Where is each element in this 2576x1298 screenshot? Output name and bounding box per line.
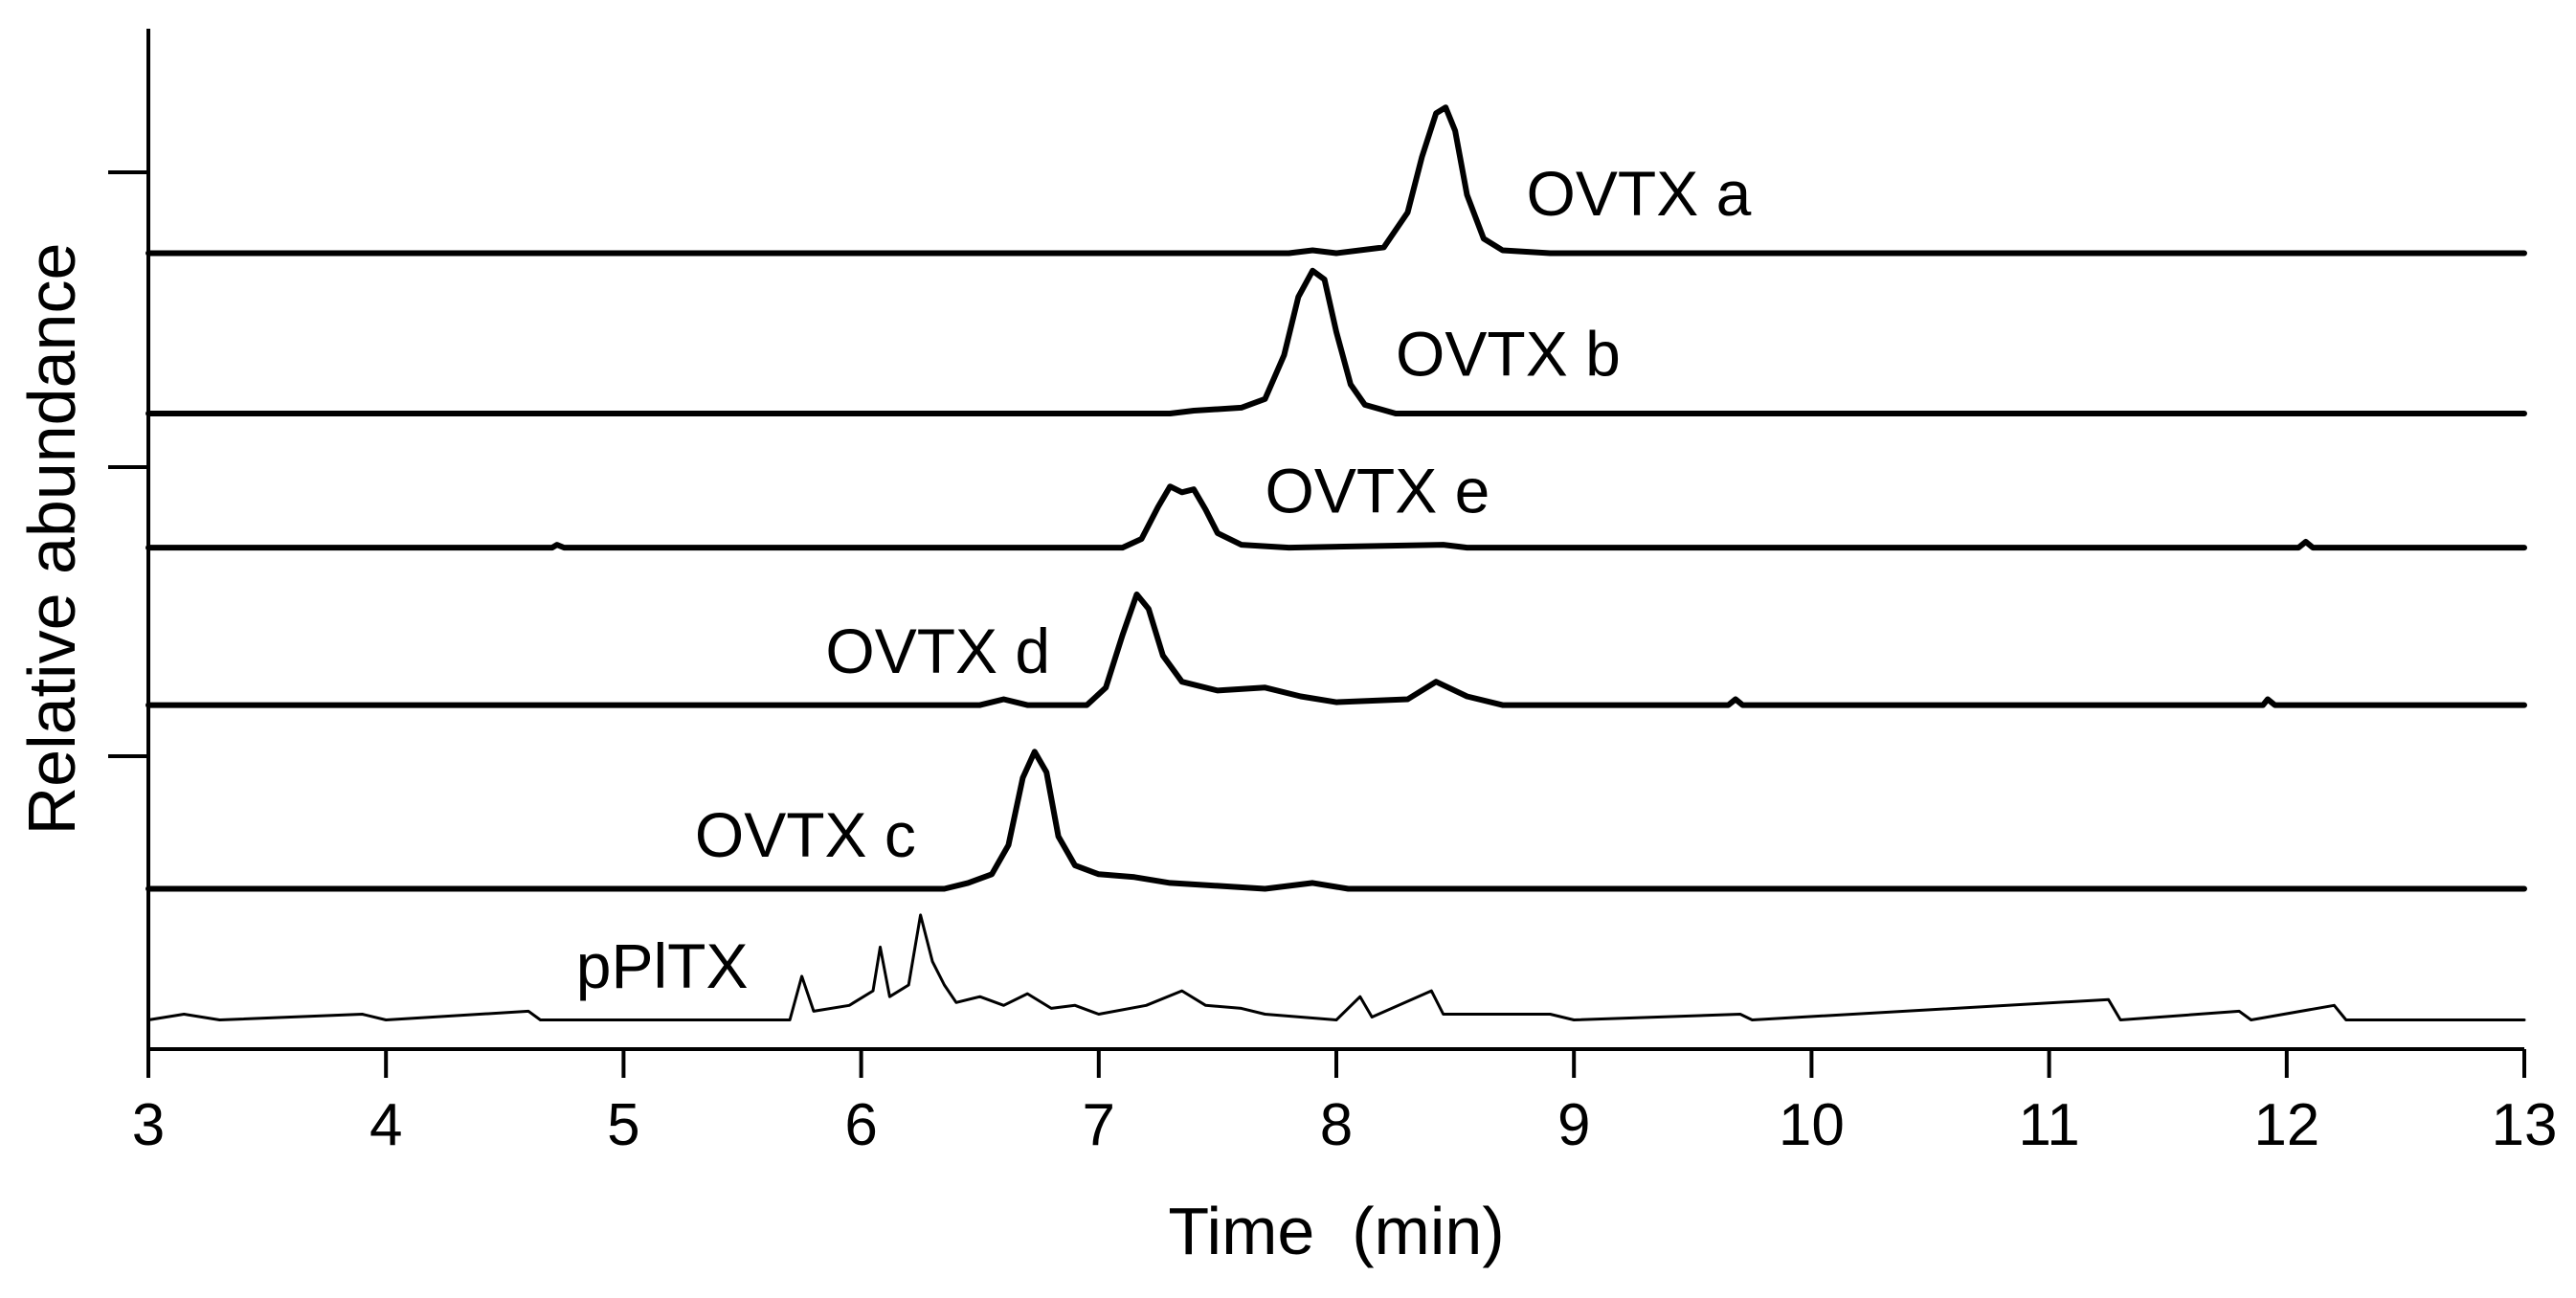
x-axis-title: Time (min): [1168, 1194, 1504, 1268]
trace-label-ovtx-a: OVTX a: [1527, 158, 1752, 229]
x-tick-label: 9: [1557, 1092, 1590, 1158]
x-tick-label: 10: [1779, 1092, 1845, 1158]
trace-ovtx-b: [146, 267, 2527, 416]
x-tick-label: 13: [2492, 1092, 2558, 1158]
x-tick-label: 5: [607, 1092, 639, 1158]
trace-label-ovtx-e: OVTX e: [1266, 456, 1490, 526]
trace-ovtx-c: [146, 749, 2527, 892]
x-tick-label: 12: [2253, 1092, 2319, 1158]
x-tick-label: 8: [1320, 1092, 1353, 1158]
trace-label-ovtx-b: OVTX b: [1396, 318, 1621, 389]
x-ticks: 3 4 5 6 7 8 9 10 11 12 13: [132, 1049, 2558, 1158]
axes: [108, 29, 2524, 1051]
trace-label-ovtx-c: OVTX c: [695, 799, 916, 870]
x-tick-label: 3: [132, 1092, 165, 1158]
traces: OVTX a OVTX b OVTX e OVTX d OVTX c pPlTX: [146, 104, 2527, 1021]
trace-ovtx-d: [146, 591, 2527, 708]
trace-label-ppltx: pPlTX: [576, 930, 749, 1001]
trace-ovtx-e: [146, 483, 2527, 551]
x-tick-label: 11: [2018, 1092, 2079, 1158]
x-tick-label: 6: [844, 1092, 877, 1158]
x-tick-label: 4: [370, 1092, 402, 1158]
trace-ovtx-a: [146, 104, 2527, 257]
trace-label-ovtx-d: OVTX d: [825, 615, 1050, 686]
trace-ppltx: [146, 913, 2526, 1021]
x-tick-label: 7: [1083, 1092, 1115, 1158]
y-axis-title: Relative abundance: [14, 243, 89, 836]
